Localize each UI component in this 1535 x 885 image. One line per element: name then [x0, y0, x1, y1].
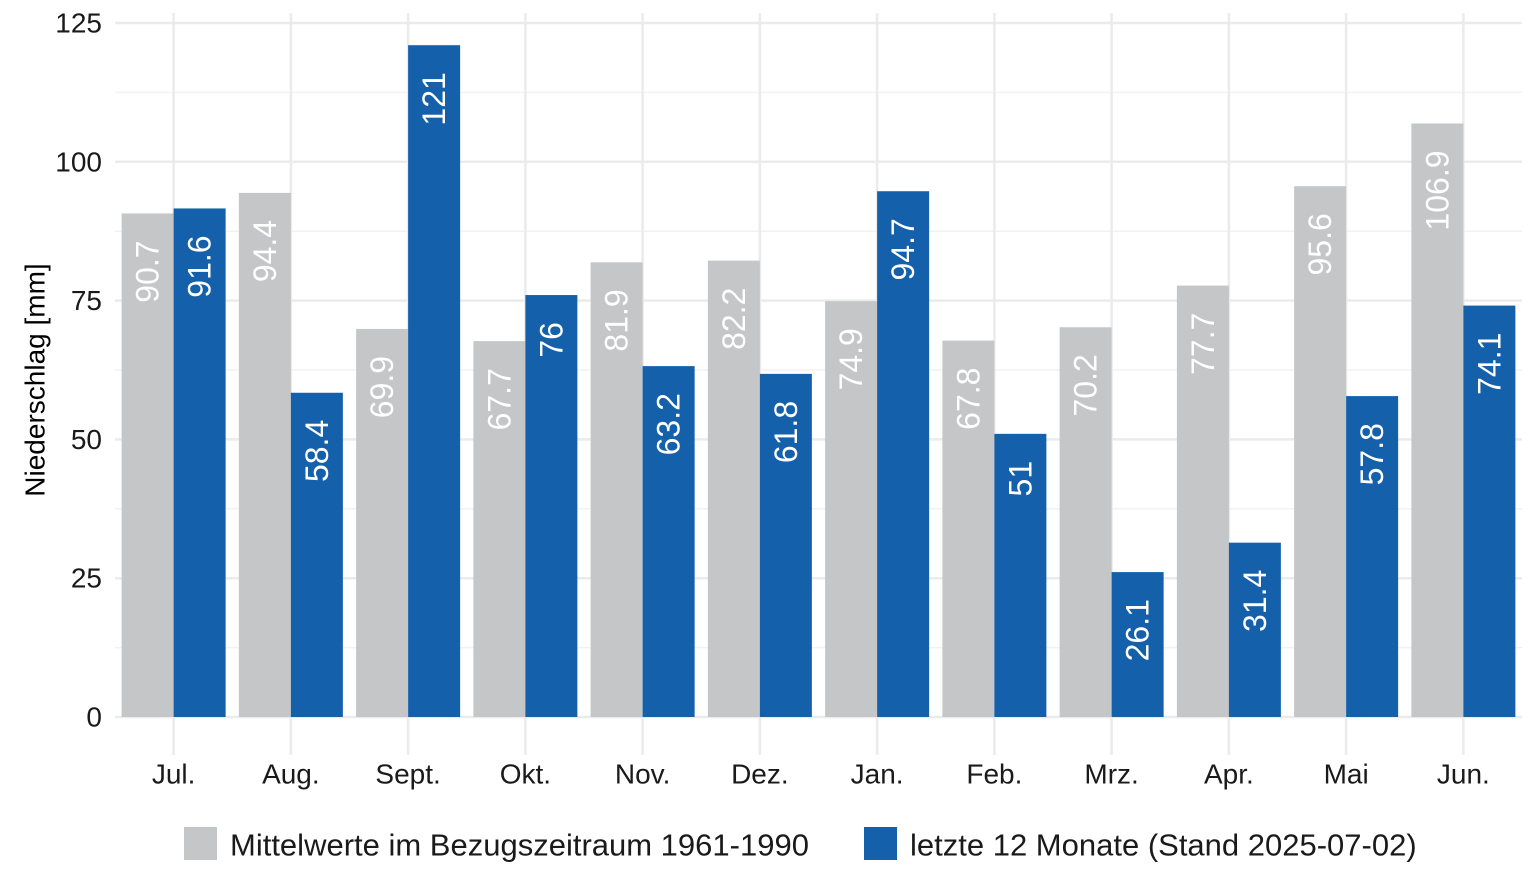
- y-tick-label: 25: [71, 563, 102, 594]
- bar-reference-0: [121, 213, 174, 717]
- bar-value-label: 31.4: [1237, 570, 1273, 632]
- bar-value-label: 94.7: [885, 218, 921, 280]
- bar-recent-5: [759, 373, 812, 717]
- bars: [121, 45, 1516, 718]
- x-tick-label: Jul.: [152, 759, 196, 790]
- bar-recent-3: [525, 295, 578, 717]
- x-tick-label: Mai: [1324, 759, 1369, 790]
- bar-value-label: 67.8: [950, 368, 986, 430]
- y-tick-label: 100: [55, 146, 102, 177]
- bar-value-label: 69.9: [364, 356, 400, 418]
- bar-value-label: 58.4: [299, 420, 335, 482]
- bar-value-label: 77.7: [1185, 313, 1221, 375]
- x-tick-label: Aug.: [262, 759, 320, 790]
- bar-value-label: 76: [533, 322, 569, 358]
- bar-recent-9: [1228, 542, 1281, 717]
- x-tick-label: Okt.: [500, 759, 551, 790]
- x-tick-label: Feb.: [966, 759, 1022, 790]
- legend-label: letzte 12 Monate (Stand 2025-07-02): [910, 828, 1417, 863]
- bar-reference-6: [825, 301, 878, 717]
- bar-value-label: 57.8: [1354, 423, 1390, 485]
- bar-recent-7: [994, 433, 1047, 717]
- legend: Mittelwerte im Bezugszeitraum 1961-1990 l…: [184, 827, 1417, 863]
- bar-labels: 90.7 94.4 69.9 67.7 81.9 82.2 74.9 67.8 70.2 77.7…: [130, 72, 1508, 661]
- bar-reference-9: [1176, 285, 1229, 717]
- bar-value-label: 26.1: [1120, 599, 1156, 661]
- bar-value-label: 82.2: [716, 288, 752, 350]
- y-axis-title: Niederschlag [mm]: [20, 263, 51, 496]
- y-tick-label: 125: [55, 8, 102, 39]
- legend-swatch: [184, 827, 217, 860]
- y-tick-label: 75: [71, 285, 102, 316]
- bar-value-label: 70.2: [1068, 354, 1104, 416]
- bar-reference-5: [707, 260, 760, 717]
- bar-value-label: 61.8: [768, 401, 804, 463]
- bar-reference-4: [590, 262, 643, 717]
- bar-recent-10: [1346, 396, 1399, 717]
- bar-value-label: 121: [416, 72, 452, 125]
- bar-value-label: 90.7: [130, 240, 166, 302]
- bar-value-label: 67.7: [481, 368, 517, 430]
- bar-value-label: 51: [1002, 461, 1038, 497]
- y-tick-label: 0: [86, 702, 102, 733]
- bar-reference-1: [238, 192, 291, 717]
- bar-recent-11: [1463, 305, 1516, 717]
- bar-value-label: 95.6: [1302, 213, 1338, 275]
- legend-label: Mittelwerte im Bezugszeitraum 1961-1990: [230, 828, 809, 863]
- bar-value-label: 106.9: [1419, 150, 1455, 230]
- bar-reference-3: [473, 341, 526, 717]
- bar-value-label: 74.9: [833, 328, 869, 390]
- bar-value-label: 81.9: [599, 289, 635, 351]
- bar-recent-0: [173, 208, 226, 717]
- bar-recent-1: [290, 392, 343, 717]
- bar-value-label: 91.6: [182, 235, 218, 297]
- y-tick-label: 50: [71, 424, 102, 455]
- bar-value-label: 74.1: [1471, 333, 1507, 395]
- x-tick-label: Sept.: [375, 759, 440, 790]
- y-axis-ticks: 0 25 50 75 100 125: [55, 8, 102, 733]
- bar-recent-8: [1111, 572, 1164, 717]
- x-tick-label: Nov.: [615, 759, 671, 790]
- bar-reference-10: [1294, 186, 1347, 717]
- bar-recent-2: [408, 45, 461, 717]
- bar-reference-7: [942, 340, 995, 717]
- bar-value-label: 63.2: [651, 393, 687, 455]
- x-tick-label: Dez.: [731, 759, 789, 790]
- x-tick-label: Jun.: [1437, 759, 1490, 790]
- bar-reference-11: [1411, 123, 1464, 717]
- x-tick-label: Mrz.: [1084, 759, 1138, 790]
- bar-value-label: 94.4: [247, 220, 283, 282]
- bar-recent-6: [877, 191, 930, 718]
- x-axis-ticks: Jul. Aug. Sept. Okt. Nov. Dez. Jan. Feb. Mrz. Apr…: [152, 759, 1490, 790]
- bar-recent-4: [642, 366, 695, 717]
- bar-reference-8: [1059, 327, 1112, 717]
- legend-swatch: [864, 827, 897, 860]
- x-tick-label: Jan.: [851, 759, 904, 790]
- x-tick-label: Apr.: [1204, 759, 1254, 790]
- bar-reference-2: [356, 328, 409, 717]
